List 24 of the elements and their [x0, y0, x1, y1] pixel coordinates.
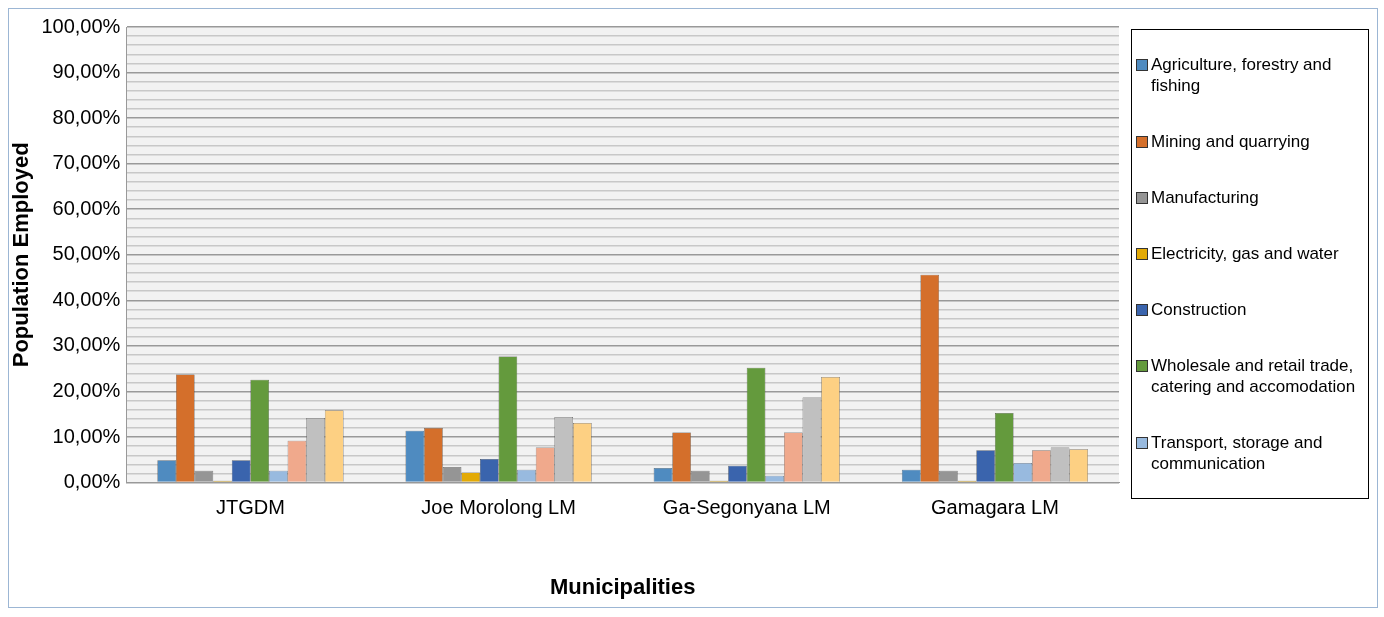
- y-tick-label: 30,00%: [52, 333, 121, 356]
- y-tick-label: 50,00%: [52, 242, 121, 265]
- y-axis-title: Population Employed: [8, 142, 34, 368]
- x-tick-label: JTGDM: [215, 496, 285, 519]
- legend-label: Wholesale and retail trade, catering and accomodation: [1151, 355, 1357, 398]
- y-tick-label: 90,00%: [52, 60, 121, 83]
- y-tick-label: 0,00%: [63, 470, 121, 493]
- legend-label: Agriculture, forestry and fishing: [1151, 53, 1333, 96]
- legend-label: Transport, storage and communication: [1151, 432, 1324, 475]
- y-tick-label: 10,00%: [52, 424, 121, 447]
- y-tick-label: 40,00%: [52, 287, 121, 310]
- legend-label: Mining and quarrying: [1151, 130, 1310, 152]
- x-tick-label: Joe Morolong LM: [421, 496, 576, 519]
- legend-label: Construction: [1151, 299, 1247, 321]
- y-tick-label: 100,00%: [41, 14, 121, 37]
- x-tick-label: Gamagara LM: [931, 496, 1059, 519]
- x-tick-label: Ga-Segonyana LM: [662, 496, 831, 519]
- y-tick-label: 60,00%: [52, 196, 121, 219]
- y-tick-label: 20,00%: [52, 379, 121, 401]
- y-tick-label: 70,00%: [52, 151, 121, 174]
- x-axis-title: Municipalities: [549, 573, 696, 599]
- legend-label: Manufacturing: [1151, 186, 1259, 208]
- legend-label: Electricity, gas and water: [1151, 243, 1339, 264]
- y-tick-label: 80,00%: [52, 105, 121, 128]
